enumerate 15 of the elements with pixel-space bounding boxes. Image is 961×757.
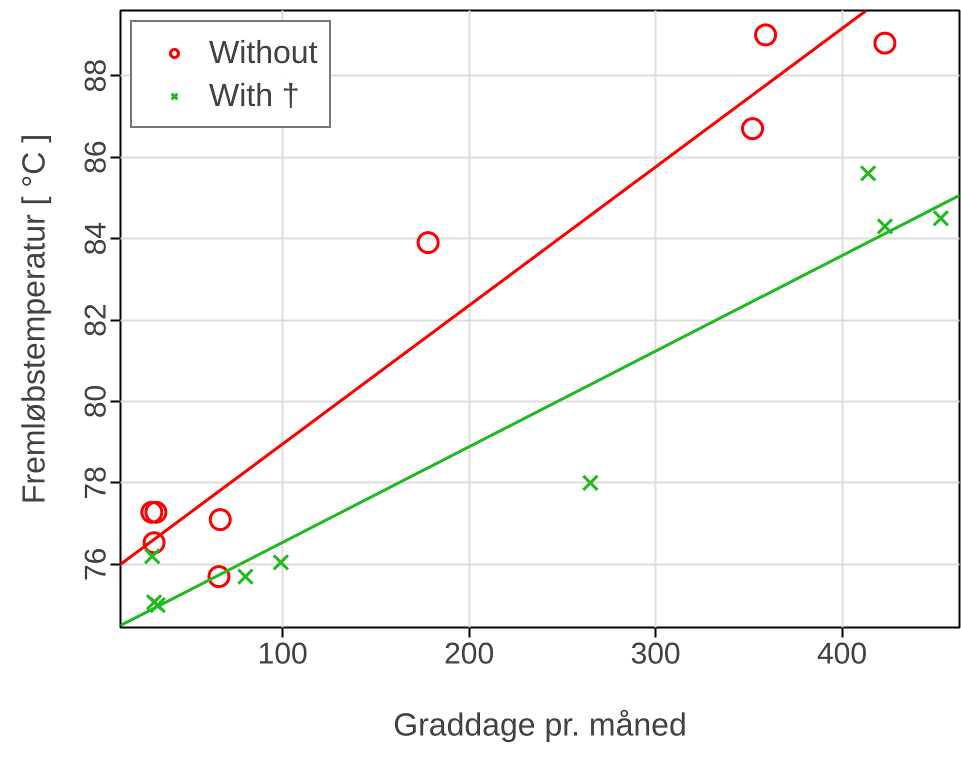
y-tick-label: 76 [80,548,112,582]
y-tick-label: 84 [80,222,112,256]
x-tick-label: 400 [817,638,868,670]
x-tick-label: 200 [444,638,494,670]
legend-label: Without [209,34,318,71]
x-tick-label: 100 [258,638,308,670]
x-axis-title: Graddage pr. måned [393,706,687,742]
y-tick-label: 86 [80,140,112,174]
y-axis-title: Fremløbstemperatur [ °C ] [16,134,52,504]
y-tick-label: 78 [80,466,112,500]
x-tick-label: 300 [630,638,681,670]
y-tick-label: 88 [80,58,112,92]
legend-label: With † [209,77,300,114]
y-tick-label: 80 [80,384,112,418]
y-tick-label: 82 [80,303,112,337]
